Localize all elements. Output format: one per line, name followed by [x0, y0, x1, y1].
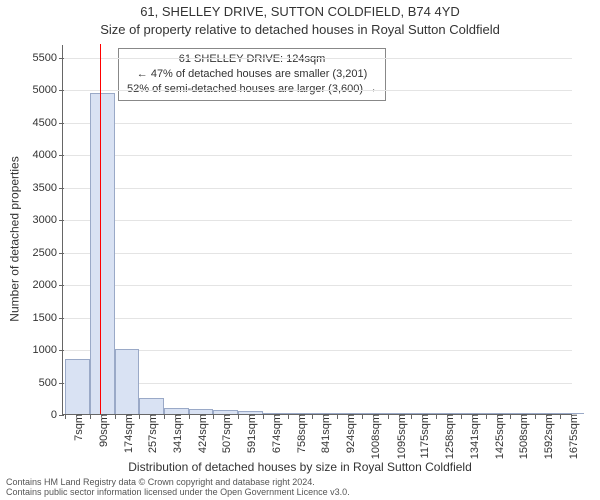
y-tick-label: 2000 — [33, 279, 63, 291]
title-line-1: 61, SHELLEY DRIVE, SUTTON COLDFIELD, B74… — [0, 4, 600, 19]
x-tick-label: 1592sqm — [539, 414, 555, 459]
x-tick-label: 90sqm — [94, 414, 110, 447]
x-tick-label: 1508sqm — [514, 414, 530, 459]
x-tick-mark — [312, 414, 313, 419]
x-tick-label: 1425sqm — [490, 414, 506, 459]
annotation-line-2: ← 47% of detached houses are smaller (3,… — [127, 67, 377, 82]
gridline — [63, 285, 572, 286]
y-tick-label: 1000 — [33, 344, 63, 356]
x-tick-label: 507sqm — [217, 414, 233, 453]
annotation-line-3: 52% of semi-detached houses are larger (… — [127, 82, 377, 97]
gridline — [63, 155, 572, 156]
plot-area: 61 SHELLEY DRIVE: 124sqm ← 47% of detach… — [62, 45, 572, 415]
x-tick-mark — [486, 414, 487, 419]
x-tick-label: 1095sqm — [392, 414, 408, 459]
gridline — [63, 318, 572, 319]
x-tick-mark — [164, 414, 165, 419]
x-tick-mark — [238, 414, 239, 419]
gridline — [63, 220, 572, 221]
x-tick-label: 1008sqm — [366, 414, 382, 459]
x-tick-mark — [388, 414, 389, 419]
annotation-line-1: 61 SHELLEY DRIVE: 124sqm — [127, 52, 377, 67]
x-tick-label: 7sqm — [69, 414, 85, 441]
x-tick-label: 1258sqm — [440, 414, 456, 459]
histogram-bar — [65, 359, 90, 414]
y-tick-label: 3000 — [33, 214, 63, 226]
x-tick-mark — [535, 414, 536, 419]
x-tick-mark — [411, 414, 412, 419]
histogram-bar — [139, 398, 164, 414]
title-line-2: Size of property relative to detached ho… — [0, 22, 600, 37]
x-tick-label: 591sqm — [242, 414, 258, 453]
x-tick-label: 674sqm — [267, 414, 283, 453]
x-tick-mark — [560, 414, 561, 419]
x-tick-mark — [337, 414, 338, 419]
y-tick-label: 4500 — [33, 117, 63, 129]
y-tick-label: 5500 — [33, 52, 63, 64]
x-tick-mark — [65, 414, 66, 419]
gridline — [63, 350, 572, 351]
gridline — [63, 90, 572, 91]
x-tick-mark — [510, 414, 511, 419]
gridline — [63, 253, 572, 254]
x-tick-label: 924sqm — [341, 414, 357, 453]
x-tick-mark — [288, 414, 289, 419]
y-tick-label: 0 — [51, 409, 63, 421]
y-tick-label: 5000 — [33, 84, 63, 96]
x-tick-mark — [90, 414, 91, 419]
x-tick-label: 758sqm — [292, 414, 308, 453]
footer-line-2: Contains public sector information licen… — [6, 488, 350, 498]
footer: Contains HM Land Registry data © Crown c… — [6, 478, 350, 498]
property-marker-line — [100, 44, 101, 414]
y-tick-label: 2500 — [33, 247, 63, 259]
gridline — [63, 58, 572, 59]
gridline — [63, 383, 572, 384]
x-tick-label: 1175sqm — [415, 414, 431, 458]
x-tick-mark — [213, 414, 214, 419]
y-tick-label: 500 — [39, 377, 63, 389]
gridline — [63, 188, 572, 189]
x-tick-label: 424sqm — [193, 414, 209, 453]
x-tick-mark — [461, 414, 462, 419]
x-tick-mark — [362, 414, 363, 419]
histogram-bar — [90, 93, 115, 414]
x-tick-mark — [115, 414, 116, 419]
annotation-box: 61 SHELLEY DRIVE: 124sqm ← 47% of detach… — [118, 48, 386, 101]
x-tick-label: 257sqm — [143, 414, 159, 453]
y-tick-label: 4000 — [33, 149, 63, 161]
x-tick-label: 841sqm — [316, 414, 332, 453]
histogram-bar — [115, 349, 140, 414]
y-tick-label: 3500 — [33, 182, 63, 194]
x-tick-mark — [139, 414, 140, 419]
x-tick-mark — [436, 414, 437, 419]
x-tick-mark — [189, 414, 190, 419]
x-tick-label: 1675sqm — [564, 414, 580, 459]
x-tick-label: 174sqm — [119, 414, 135, 453]
x-tick-label: 341sqm — [168, 414, 184, 453]
y-axis-label: Number of detached properties — [8, 156, 22, 321]
x-axis-label: Distribution of detached houses by size … — [0, 460, 600, 474]
gridline — [63, 123, 572, 124]
x-tick-mark — [263, 414, 264, 419]
chart-container: 61, SHELLEY DRIVE, SUTTON COLDFIELD, B74… — [0, 0, 600, 500]
x-tick-label: 1341sqm — [465, 414, 481, 459]
y-tick-label: 1500 — [33, 312, 63, 324]
